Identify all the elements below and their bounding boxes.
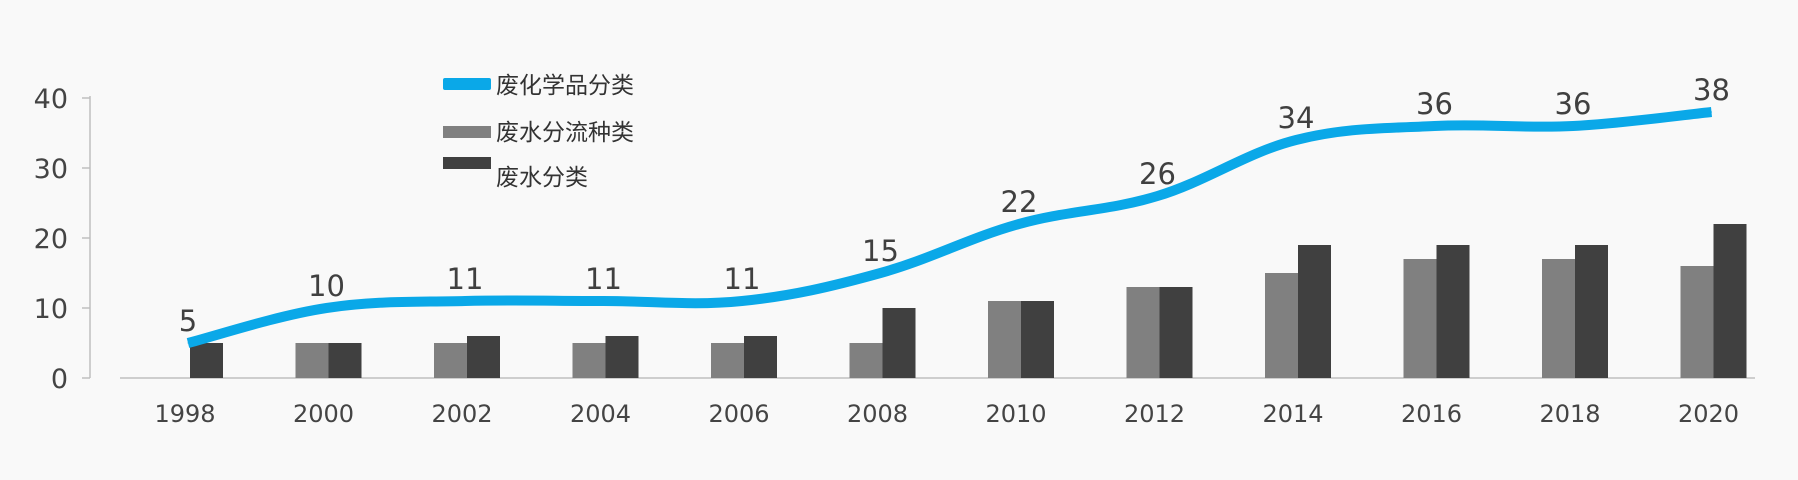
line-point	[1711, 111, 1712, 113]
bar-dark	[605, 336, 639, 378]
x-tick-label: 2014	[1262, 400, 1323, 428]
bar-light	[1542, 259, 1575, 378]
y-tick-label: 20	[34, 224, 68, 255]
bar-dark	[1298, 245, 1331, 378]
line-point	[880, 272, 881, 274]
line-data-label: 36	[1555, 87, 1592, 121]
line-data-label: 11	[447, 262, 484, 296]
x-tick-label: 2010	[985, 400, 1046, 428]
bar-dark	[1713, 224, 1747, 378]
bar-dark	[328, 343, 362, 378]
legend-label-line: 废化学品分类	[496, 73, 634, 99]
line-data-label: 5	[179, 304, 197, 338]
y-tick-label: 40	[34, 84, 68, 115]
line-data-label: 15	[862, 234, 899, 268]
y-tick-label: 0	[51, 364, 68, 395]
line-data-label: 11	[724, 262, 761, 296]
bar-dark	[1575, 245, 1608, 378]
x-tick-label: 2012	[1124, 400, 1185, 428]
legend-swatch-bar-light	[443, 126, 491, 138]
line-data-label: 26	[1139, 157, 1176, 191]
bar-dark	[467, 336, 500, 378]
bar-light	[1680, 266, 1714, 378]
x-tick-label: 2000	[293, 400, 354, 428]
line-data-label: 34	[1278, 101, 1315, 135]
x-tick-label: 2020	[1678, 400, 1739, 428]
legend-label-bar-dark: 废水分类	[496, 165, 588, 191]
legend-swatch-bar-dark	[443, 157, 491, 169]
line-point	[326, 307, 327, 309]
line-data-label: 36	[1416, 87, 1453, 121]
line-point	[1572, 125, 1574, 127]
bar-dark	[190, 343, 223, 378]
bar-dark	[744, 336, 777, 378]
x-tick-label: 2016	[1401, 400, 1462, 428]
bar-light	[1265, 273, 1298, 378]
bar-dark	[882, 308, 916, 378]
bars	[190, 224, 1747, 378]
x-tick-label: 2002	[431, 400, 492, 428]
legend: 废化学品分类 废水分流种类 废水分类	[443, 73, 634, 191]
bar-light	[1126, 287, 1160, 378]
line-point	[464, 300, 466, 302]
bar-light	[711, 343, 744, 378]
x-axis-tick-labels: 1998 2000 2002 2004 2006 2008 2010 2012 2014 2016…	[154, 400, 1739, 428]
bar-dark	[1159, 287, 1193, 378]
bar-light	[1403, 259, 1437, 378]
bar-light	[434, 343, 467, 378]
line-data-label: 38	[1693, 73, 1730, 107]
x-tick-label: 2004	[570, 400, 631, 428]
axes	[82, 96, 1755, 379]
y-axis-tick-labels: 0 10 20 30 40	[34, 84, 68, 395]
line-point	[1434, 125, 1435, 127]
line-point	[187, 342, 189, 344]
line-layer	[186, 107, 1713, 348]
y-tick-label: 10	[34, 294, 68, 325]
bar-light	[572, 343, 606, 378]
data-labels: 5 10 11 11 11 15 22 26 34 36 36 38	[179, 73, 1730, 338]
line-point	[603, 300, 604, 302]
legend-swatch-line	[443, 78, 491, 90]
line-point	[1018, 223, 1020, 225]
y-tick-label: 30	[34, 154, 68, 185]
bar-dark	[1021, 301, 1054, 378]
line-data-label: 10	[308, 269, 345, 303]
bar-light	[988, 301, 1021, 378]
line-point	[1295, 139, 1297, 141]
x-tick-label: 1998	[154, 400, 215, 428]
bar-dark	[1436, 245, 1470, 378]
line-series	[186, 107, 1713, 348]
legend-label-bar-light: 废水分流种类	[496, 120, 634, 146]
x-tick-label: 2008	[847, 400, 908, 428]
line-data-label: 22	[1001, 185, 1038, 219]
bar-light	[849, 343, 883, 378]
line-data-label: 11	[585, 262, 622, 296]
x-tick-label: 2018	[1539, 400, 1600, 428]
line-point	[1157, 195, 1158, 197]
x-tick-label: 2006	[708, 400, 769, 428]
line-point	[741, 300, 743, 302]
bar-light	[295, 343, 329, 378]
